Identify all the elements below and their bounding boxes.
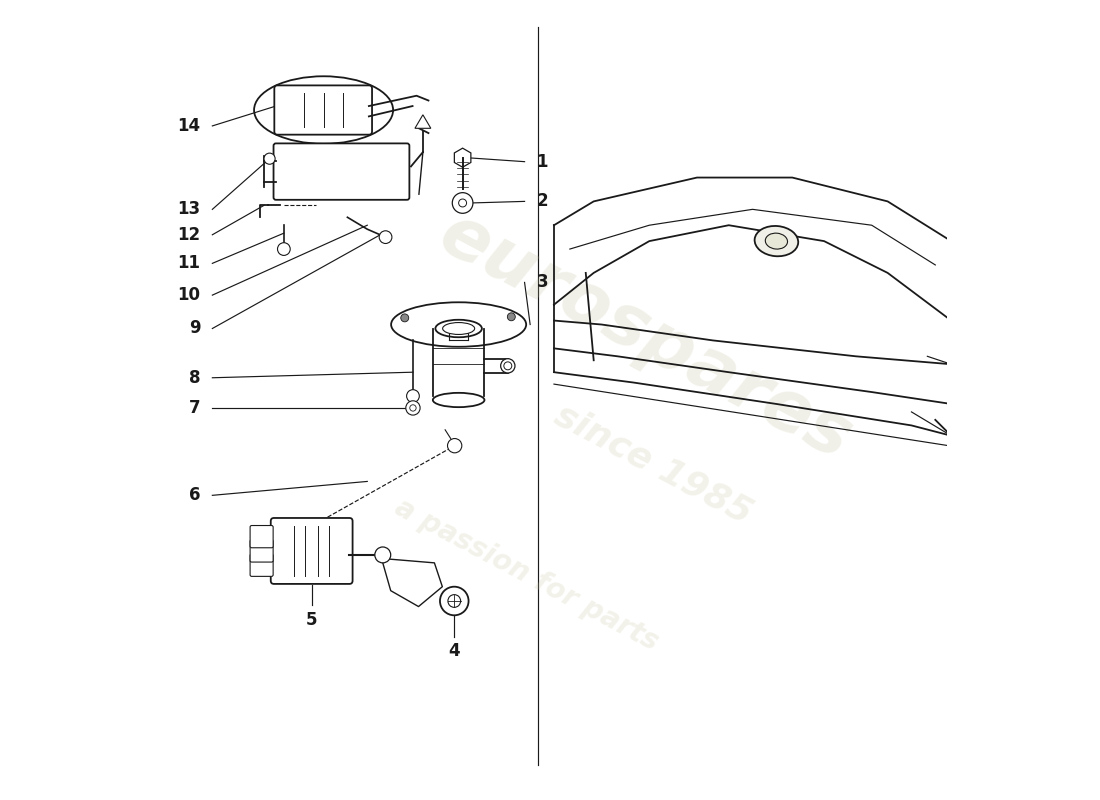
Text: 5: 5 [306,611,318,629]
FancyBboxPatch shape [274,86,372,134]
Text: 10: 10 [177,286,200,304]
Text: a passion for parts: a passion for parts [389,494,663,656]
Circle shape [440,586,469,615]
Circle shape [379,230,392,243]
Ellipse shape [766,233,788,249]
Text: 7: 7 [189,399,200,417]
Text: eurospares: eurospares [428,198,864,474]
Polygon shape [415,114,431,128]
Text: 9: 9 [189,319,200,338]
Text: since 1985: since 1985 [549,398,758,530]
Circle shape [400,314,409,322]
Ellipse shape [392,302,526,346]
Ellipse shape [436,320,482,338]
Ellipse shape [500,358,515,373]
Circle shape [452,193,473,214]
Text: 2: 2 [537,192,548,210]
Circle shape [448,438,462,453]
Text: 13: 13 [177,200,200,218]
FancyBboxPatch shape [250,540,273,562]
Circle shape [264,153,275,164]
FancyBboxPatch shape [250,526,273,548]
Text: 12: 12 [177,226,200,244]
Circle shape [406,401,420,415]
Polygon shape [454,148,471,167]
Text: 8: 8 [189,369,200,386]
Text: 11: 11 [177,254,200,272]
Circle shape [277,242,290,255]
Ellipse shape [432,393,484,407]
Text: 1: 1 [537,153,548,170]
Circle shape [507,313,515,321]
Circle shape [407,390,419,402]
FancyBboxPatch shape [274,143,409,200]
Circle shape [375,547,390,563]
Text: 3: 3 [537,274,548,291]
Text: 14: 14 [177,117,200,135]
Text: 6: 6 [189,486,200,504]
Ellipse shape [442,322,474,334]
FancyBboxPatch shape [250,554,273,576]
FancyBboxPatch shape [271,518,353,584]
Ellipse shape [755,226,799,256]
Text: 4: 4 [449,642,460,660]
